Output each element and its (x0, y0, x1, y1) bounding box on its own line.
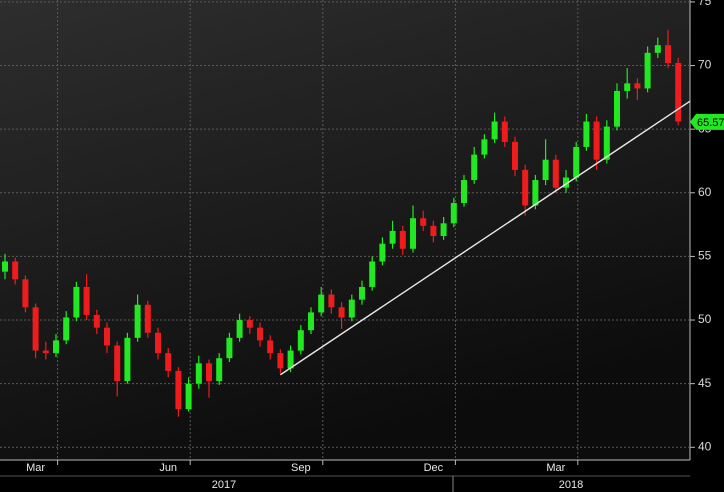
candle-body (338, 307, 345, 318)
x-tick-label: Jun (159, 462, 177, 474)
candle-body (216, 358, 223, 382)
candle-body (257, 327, 263, 341)
year-label: 2018 (559, 479, 583, 491)
x-tick-label: Dec (424, 462, 444, 474)
candle-body (155, 332, 161, 354)
candle-body (501, 121, 508, 142)
trendline (280, 100, 691, 376)
candle-body (83, 286, 90, 315)
candle-body (603, 126, 610, 160)
candle-body (624, 83, 631, 91)
y-tick-label: 70 (698, 58, 712, 72)
labels: 4045505560657075MarJunSepDecMar201720186… (26, 0, 724, 491)
candle-body (440, 223, 447, 237)
candle-body (450, 202, 457, 224)
candle-body (206, 363, 212, 382)
candle-body (73, 286, 80, 318)
y-tick-label: 60 (698, 185, 712, 199)
candle-body (491, 121, 498, 140)
candle-body (165, 353, 172, 371)
candle-body (614, 90, 620, 127)
candle-body (297, 330, 304, 351)
candle-body (644, 52, 651, 89)
x-tick-label: Mar (546, 462, 565, 474)
candle-body (481, 139, 488, 155)
candle-body (634, 83, 641, 89)
last-price-badge (690, 113, 724, 130)
y-tick-label: 40 (698, 439, 712, 453)
candle-body (267, 340, 274, 354)
candle-body (144, 304, 151, 333)
candle-body (318, 294, 325, 313)
candle-body (287, 350, 294, 369)
candle-body (63, 317, 70, 341)
candle-body (532, 180, 539, 206)
candle-body (124, 337, 131, 382)
candle-body (542, 159, 549, 181)
candle-body (522, 169, 529, 206)
candle-body (134, 304, 141, 338)
year-label: 2017 (212, 479, 236, 491)
candle-body (461, 180, 467, 203)
y-tick-label: 75 (698, 0, 712, 8)
candles (2, 29, 691, 417)
candle-body (552, 159, 559, 188)
grid (0, 0, 695, 465)
y-tick-label: 45 (698, 376, 712, 390)
candle-body (471, 154, 478, 181)
plot-background (0, 0, 690, 460)
candle-body (369, 261, 376, 287)
candle-body (277, 353, 284, 369)
candle-body (573, 146, 580, 178)
candle-body (430, 225, 437, 237)
candle-body (104, 327, 110, 346)
candle-body (389, 230, 396, 244)
candle-body (675, 62, 682, 122)
candle-body (665, 45, 671, 63)
last-price-label: 65.57 (697, 117, 724, 129)
candle-body (53, 340, 59, 354)
candle-body (563, 177, 569, 188)
candle-body (185, 383, 192, 410)
candle-body (348, 299, 355, 318)
candle-body (93, 314, 100, 328)
candle-body (12, 261, 19, 280)
y-tick-label: 50 (698, 312, 712, 326)
candle-body (583, 121, 590, 147)
x-tick-label: Mar (26, 462, 45, 474)
candle-body (226, 337, 233, 359)
candle-body (593, 121, 600, 160)
y-tick-label: 55 (698, 249, 712, 263)
candle-body (236, 320, 243, 338)
candle-body (512, 141, 518, 170)
candle-body (328, 294, 335, 308)
candle-body (654, 45, 661, 53)
candle-body (175, 370, 182, 410)
candle-body (246, 320, 253, 328)
candle-body (308, 312, 314, 331)
axis-background (690, 0, 724, 460)
candle-body (379, 243, 386, 262)
candle-body (22, 279, 29, 308)
candle-body (359, 286, 365, 300)
candle-body (32, 307, 39, 351)
candle-body (42, 350, 49, 354)
candle-body (2, 261, 8, 272)
candle-body (410, 218, 416, 249)
candle-body (399, 230, 406, 249)
candle-body (195, 363, 202, 384)
candle-body (420, 218, 427, 226)
candle-body (114, 345, 121, 382)
x-tick-label: Sep (291, 462, 311, 474)
